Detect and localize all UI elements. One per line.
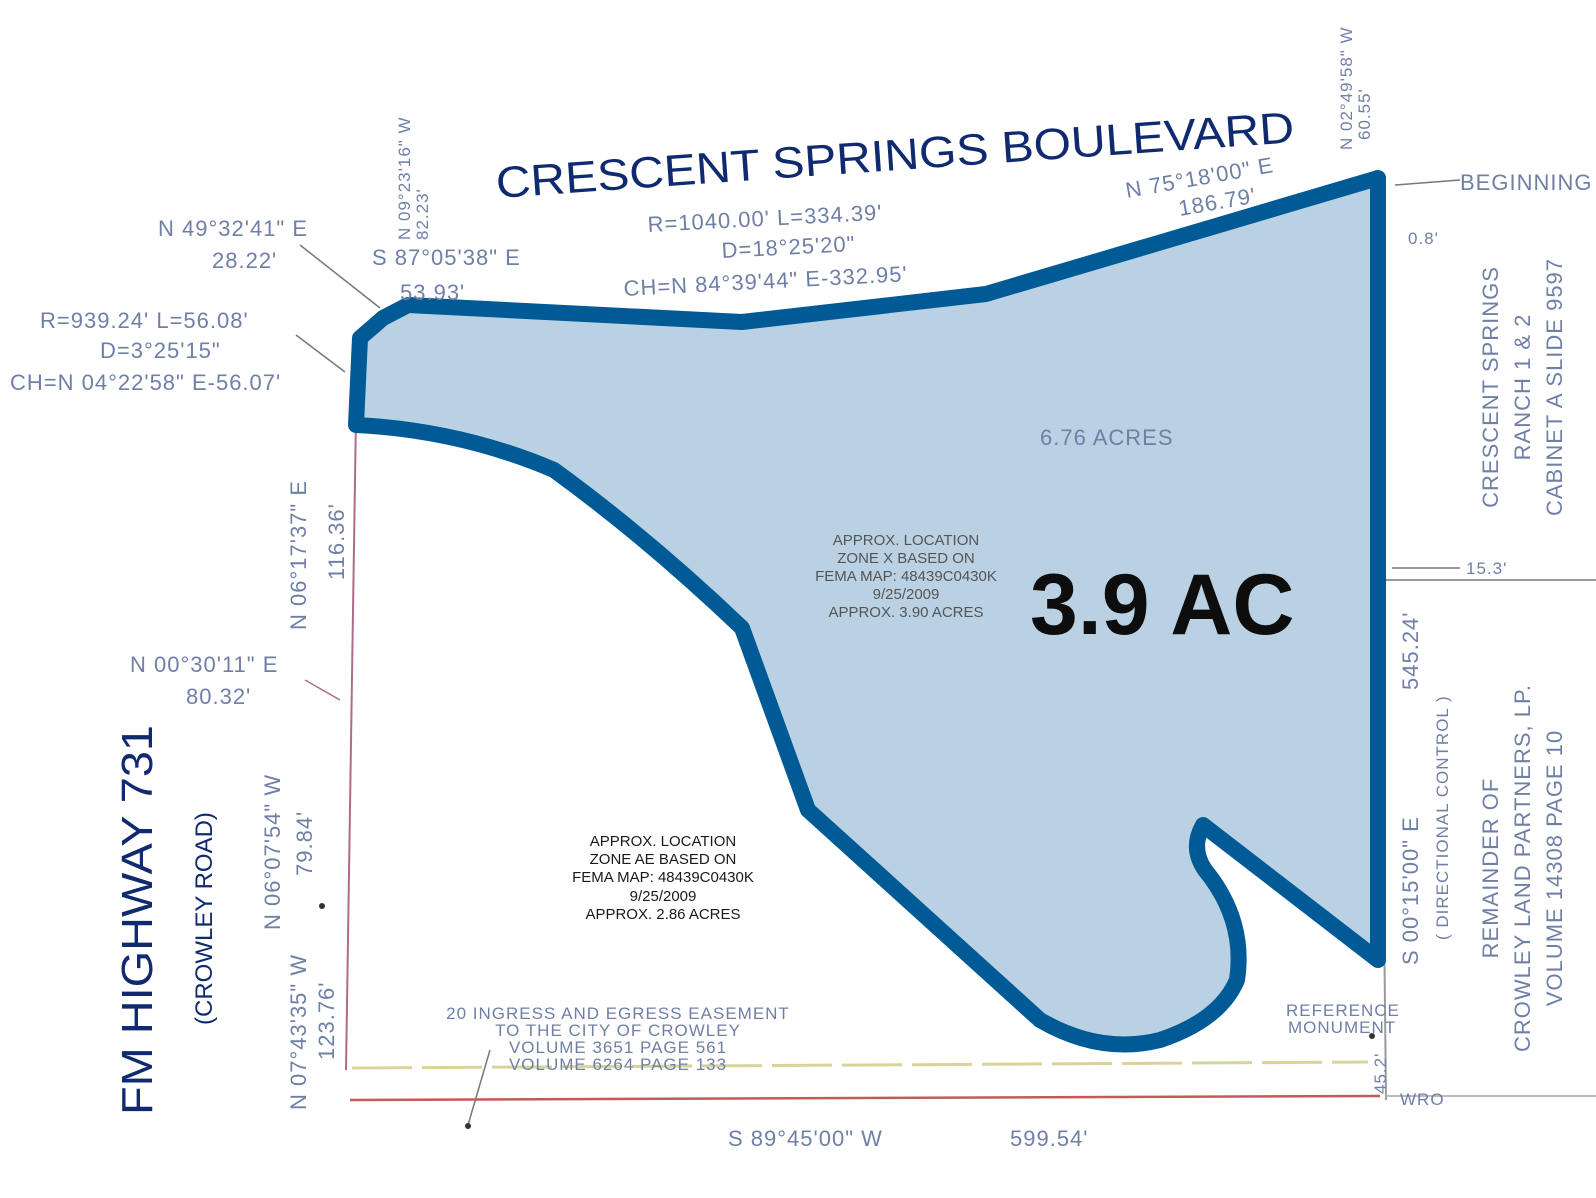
adjacent-owner-north: CRESCENT SPRINGS RANCH 1 & 2 CABINET A S… xyxy=(1478,258,1567,516)
leader-line xyxy=(1394,179,1461,186)
call-distance: 80.32' xyxy=(186,684,251,709)
road-label-west-sub: (CROWLEY ROAD) xyxy=(191,812,218,1025)
call-bearing: N 09°23'16" W xyxy=(395,116,414,240)
easement-line-text: VOLUME 6264 PAGE 133 xyxy=(509,1055,727,1074)
beginning-label: BEGINNING xyxy=(1460,170,1592,195)
adjacent-line: REMAINDER OF xyxy=(1478,778,1503,959)
call-distance: 53.93' xyxy=(400,280,465,305)
call-bearing: N 00°30'11" E xyxy=(130,652,278,677)
call-distance: 545.24' xyxy=(1398,612,1423,691)
curve-call: CH=N 04°22'58" E-56.07' xyxy=(10,370,281,395)
call-distance: 599.54' xyxy=(1010,1126,1089,1151)
adjacent-line: RANCH 1 & 2 xyxy=(1510,314,1535,461)
south-boundary-line xyxy=(349,1094,1381,1102)
call-distance: 0.8' xyxy=(1408,229,1439,248)
easement-line xyxy=(351,1060,1369,1070)
monument-dot xyxy=(1369,1033,1375,1039)
call-bearing: N 49°32'41" E xyxy=(158,216,308,241)
zone-ae-line: 9/25/2009 xyxy=(630,888,697,905)
call-bearing: S 00°15'00" E xyxy=(1398,816,1423,965)
parcel-acre-label: 3.9 AC xyxy=(1030,557,1294,653)
curve-call: D=18°25'20" xyxy=(721,231,856,263)
zone-x-note: APPROX. LOCATION ZONE X BASED ON FEMA MA… xyxy=(815,532,997,621)
zone-x-line: APPROX. 3.90 ACRES xyxy=(828,604,983,621)
adjacent-line: CABINET A SLIDE 9597 xyxy=(1542,258,1567,516)
directional-control-label: ( DIRECTIONAL CONTROL ) xyxy=(1433,695,1452,940)
call-distance: 28.22' xyxy=(212,248,277,273)
adjacent-line: VOLUME 14308 PAGE 10 xyxy=(1542,730,1567,1006)
adjacent-owner-south: REMAINDER OF CROWLEY LAND PARTNERS, LP. … xyxy=(1478,684,1567,1052)
curve-call: D=3°25'15" xyxy=(100,338,221,363)
easement-note: 20 INGRESS AND EGRESS EASEMENT TO THE CI… xyxy=(446,1004,790,1074)
call-distance: 45.2' xyxy=(1371,1053,1390,1094)
road-label-west: FM HIGHWAY 731 xyxy=(113,725,162,1115)
survey-calls: N 49°32'41" E 28.22' R=939.24' L=56.08' … xyxy=(10,26,1507,1151)
call-distance: 15.3' xyxy=(1466,559,1507,578)
curve-call: R=939.24' L=56.08' xyxy=(40,308,249,333)
zone-x-line: APPROX. LOCATION xyxy=(833,532,979,549)
leader-line xyxy=(295,334,346,373)
reference-label-2: MONUMENT xyxy=(1288,1018,1396,1037)
call-distance: 116.36' xyxy=(324,503,349,580)
easement-line-text: TO THE CITY OF CROWLEY xyxy=(495,1021,741,1040)
zone-x-line: ZONE X BASED ON xyxy=(837,550,975,567)
leader-line xyxy=(467,1049,491,1126)
parcel-3-9-acre[interactable] xyxy=(348,170,1386,1053)
west-boundary-line xyxy=(345,414,357,1071)
zone-x-line: FEMA MAP: 48439C0430K xyxy=(815,568,997,585)
call-bearing: N 07°43'35" W xyxy=(286,954,311,1110)
call-distance: 82.23' xyxy=(413,188,432,240)
total-area-label: 6.76 ACRES xyxy=(1040,425,1174,450)
monument-dot xyxy=(465,1123,471,1129)
easement-line-text: VOLUME 3651 PAGE 561 xyxy=(509,1038,727,1057)
monument-dot xyxy=(319,903,325,909)
call-distance: 79.84' xyxy=(292,811,317,876)
zone-ae-line: APPROX. 2.86 ACRES xyxy=(585,906,740,923)
call-bearing: S 89°45'00" W xyxy=(728,1126,883,1151)
monument-markers xyxy=(319,903,1375,1129)
zone-ae-note: APPROX. LOCATION ZONE AE BASED ON FEMA M… xyxy=(572,833,754,923)
curve-call: CH=N 84°39'44" E-332.95' xyxy=(623,261,908,301)
adjacent-line: CRESCENT SPRINGS xyxy=(1478,266,1503,508)
call-bearing: N 06°07'54" W xyxy=(260,774,285,930)
zone-ae-line: FEMA MAP: 48439C0430K xyxy=(572,869,754,886)
zone-ae-line: ZONE AE BASED ON xyxy=(590,851,737,868)
zone-x-line: 9/25/2009 xyxy=(873,586,940,603)
reference-label-1: REFERENCE xyxy=(1286,1001,1400,1020)
call-bearing: N 02°49'58" W xyxy=(1337,26,1356,150)
leader-line xyxy=(299,244,381,309)
easement-line-text: 20 INGRESS AND EGRESS EASEMENT xyxy=(446,1004,790,1023)
adjacent-line: CROWLEY LAND PARTNERS, LP. xyxy=(1510,684,1535,1052)
call-distance: 123.76' xyxy=(314,982,339,1061)
call-bearing: N 06°17'37" E xyxy=(286,480,311,630)
wro-label: WRO xyxy=(1400,1090,1445,1109)
call-bearing: S 87°05'38" E xyxy=(372,245,521,270)
zone-ae-line: APPROX. LOCATION xyxy=(590,833,736,850)
leader-line xyxy=(304,679,341,701)
call-distance: 60.55' xyxy=(1355,88,1374,140)
